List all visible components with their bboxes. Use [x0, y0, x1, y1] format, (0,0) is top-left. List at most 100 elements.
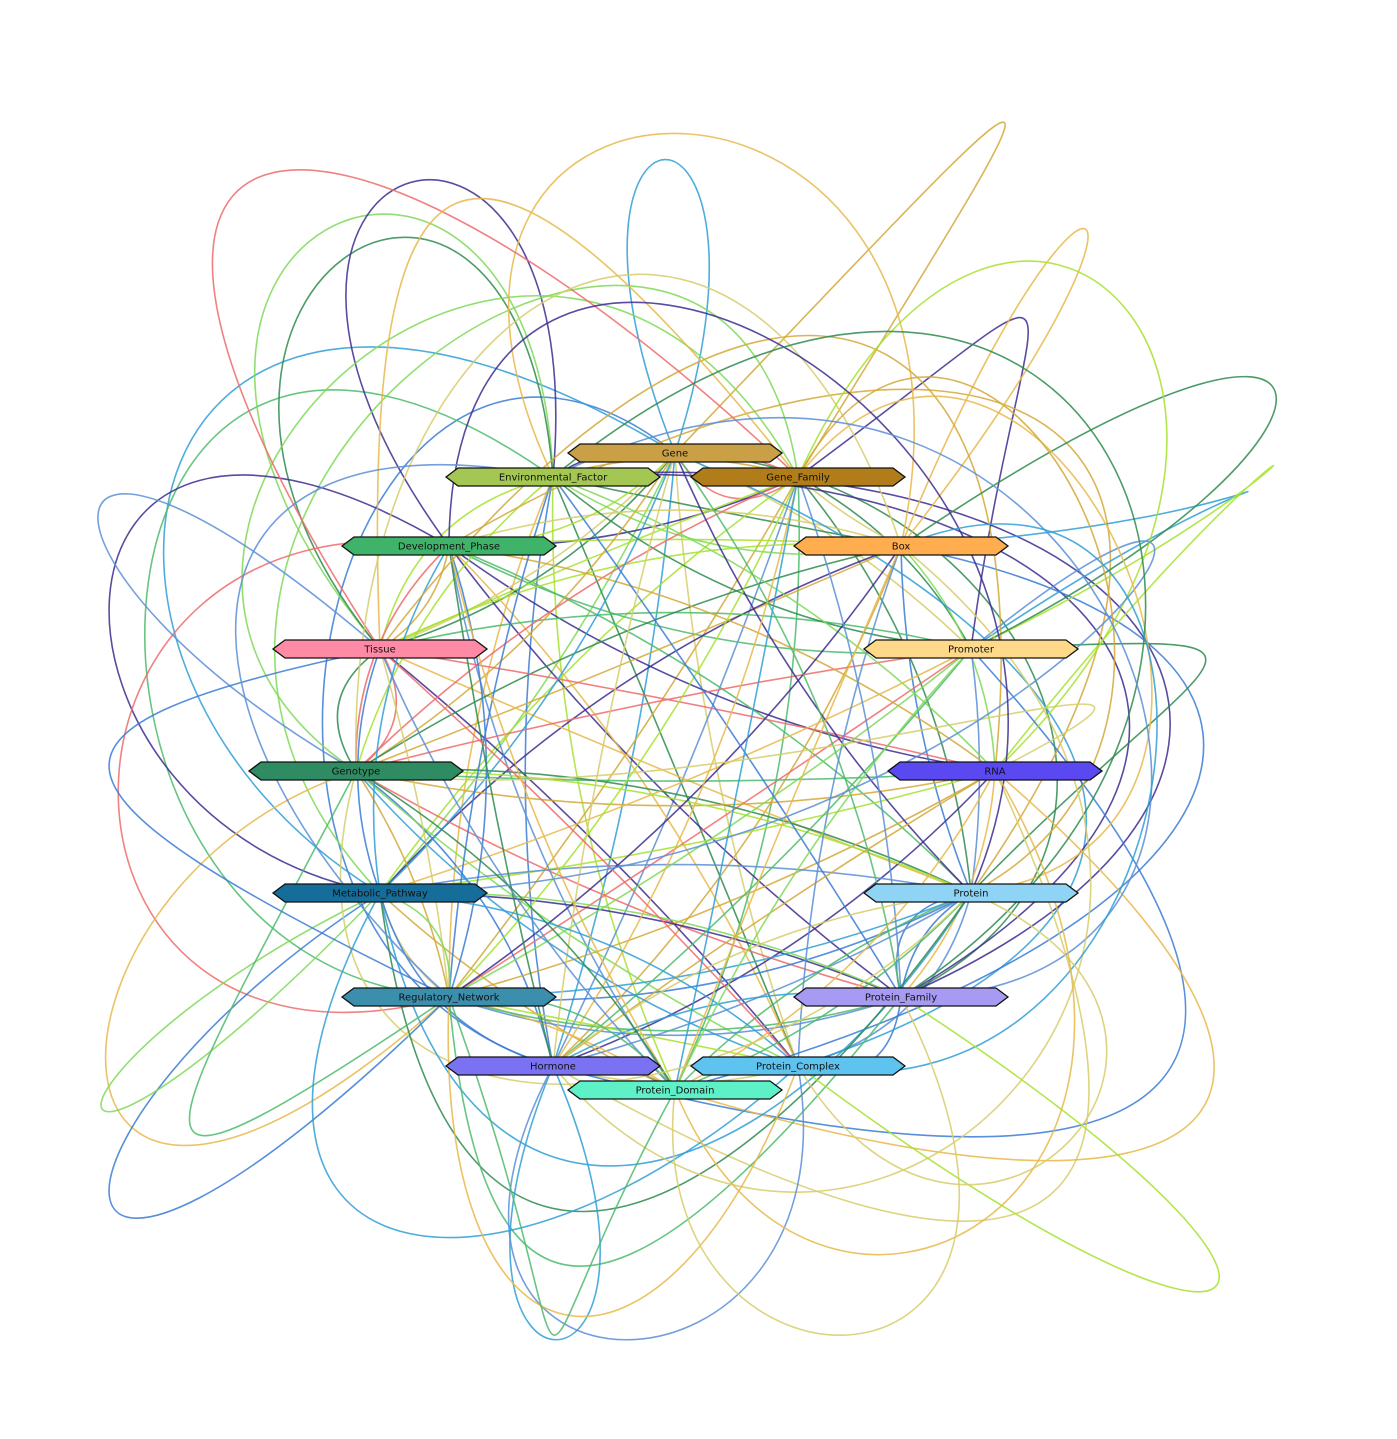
edge — [552, 648, 972, 1067]
edge — [448, 476, 799, 998]
edge — [552, 892, 972, 1067]
edge — [448, 770, 996, 998]
edge — [355, 770, 450, 998]
edge — [674, 476, 799, 1091]
node-label: Environmental_Factor — [499, 473, 608, 484]
node-promoter[interactable]: Promoter — [862, 639, 1080, 659]
loop-edge — [108, 892, 450, 1219]
loop-edge — [509, 1065, 601, 1341]
edge — [355, 476, 554, 772]
loop-edge — [797, 523, 1158, 1074]
edge — [355, 770, 902, 998]
node-rna[interactable]: RNA — [886, 761, 1104, 781]
loop-edge — [108, 474, 450, 894]
node-label: Genotype — [332, 767, 381, 778]
loop-edge — [900, 227, 1089, 547]
loop-edge — [104, 770, 450, 1147]
edge — [355, 770, 799, 1067]
node-genotype[interactable]: Genotype — [247, 761, 465, 781]
edge — [900, 545, 972, 894]
node-tissue[interactable]: Tissue — [271, 639, 489, 659]
edge — [379, 648, 450, 998]
edge — [379, 648, 972, 894]
loop-edge — [376, 197, 799, 650]
node-label: Development_Phase — [398, 542, 500, 553]
loop-edge — [552, 648, 1187, 1138]
node-protein[interactable]: Protein — [862, 883, 1080, 903]
loop-edge — [447, 996, 799, 1318]
node-environmental-factor[interactable]: Environmental_Factor — [444, 467, 662, 487]
loop-edge — [672, 996, 961, 1336]
loop-edge — [234, 464, 554, 998]
node-box[interactable]: Box — [792, 536, 1010, 556]
node-label: RNA — [984, 767, 1005, 778]
node-shape — [340, 987, 558, 1007]
edge — [448, 545, 902, 998]
loop-edge — [448, 996, 676, 1336]
loop-edge — [379, 540, 1156, 894]
node-shape — [689, 1056, 907, 1076]
edge — [448, 545, 972, 894]
node-shape — [247, 761, 465, 781]
node-gene-family[interactable]: Gene_Family — [689, 467, 907, 487]
loop-edge — [311, 892, 799, 1239]
node-protein-family[interactable]: Protein_Family — [792, 987, 1010, 1007]
edge — [379, 452, 676, 650]
loop-edge — [144, 389, 554, 998]
edge — [552, 452, 676, 1067]
loop-edge — [900, 375, 1277, 650]
node-shape — [886, 761, 1104, 781]
loop-edge — [448, 996, 902, 1267]
edge — [552, 476, 902, 998]
node-label: Gene_Family — [766, 473, 830, 484]
loop-edge — [507, 132, 915, 547]
loop-edge — [211, 169, 799, 650]
loop-edge — [241, 295, 799, 772]
node-development-phase[interactable]: Development_Phase — [340, 536, 558, 556]
edge — [355, 770, 996, 807]
edge — [355, 648, 398, 772]
edge — [448, 545, 902, 998]
node-shape — [862, 883, 1080, 903]
loop-edge — [278, 236, 554, 650]
node-shape — [566, 443, 784, 463]
loop-edge — [797, 996, 1220, 1293]
edge — [448, 476, 799, 998]
loop-edge — [674, 770, 1076, 1256]
node-protein-domain[interactable]: Protein_Domain — [566, 1080, 784, 1100]
node-metabolic-pathway[interactable]: Metabolic_Pathway — [271, 883, 489, 903]
node-shape — [566, 1080, 784, 1100]
loop-edge — [188, 770, 450, 1137]
edge — [674, 452, 902, 998]
edge — [379, 648, 972, 894]
loop-edge — [900, 490, 1249, 650]
node-hormone[interactable]: Hormone — [444, 1056, 662, 1076]
node-label: Protein — [953, 889, 988, 900]
edge — [674, 476, 800, 1091]
loop-edge — [552, 417, 1153, 998]
loop-edge — [797, 395, 1153, 894]
edge — [448, 545, 488, 998]
loop-edge — [674, 121, 1006, 478]
edge-layer — [97, 121, 1277, 1341]
loop-edge — [273, 284, 799, 894]
edge — [448, 545, 676, 1091]
node-gene[interactable]: Gene — [566, 443, 784, 463]
node-label: Tissue — [363, 645, 396, 656]
node-protein-complex[interactable]: Protein_Complex — [689, 1056, 907, 1076]
edge — [336, 648, 381, 772]
edge — [552, 452, 676, 1067]
edge — [674, 648, 972, 1091]
node-label: Regulatory_Network — [398, 993, 499, 1004]
loop-edge — [97, 493, 381, 772]
node-shape — [340, 536, 558, 556]
edge — [524, 476, 554, 1067]
node-shape — [271, 639, 489, 659]
edge — [448, 545, 996, 772]
edge — [552, 476, 799, 1067]
edge — [674, 452, 972, 894]
edge — [379, 770, 996, 894]
node-regulatory-network[interactable]: Regulatory_Network — [340, 987, 558, 1007]
edge — [355, 452, 676, 772]
